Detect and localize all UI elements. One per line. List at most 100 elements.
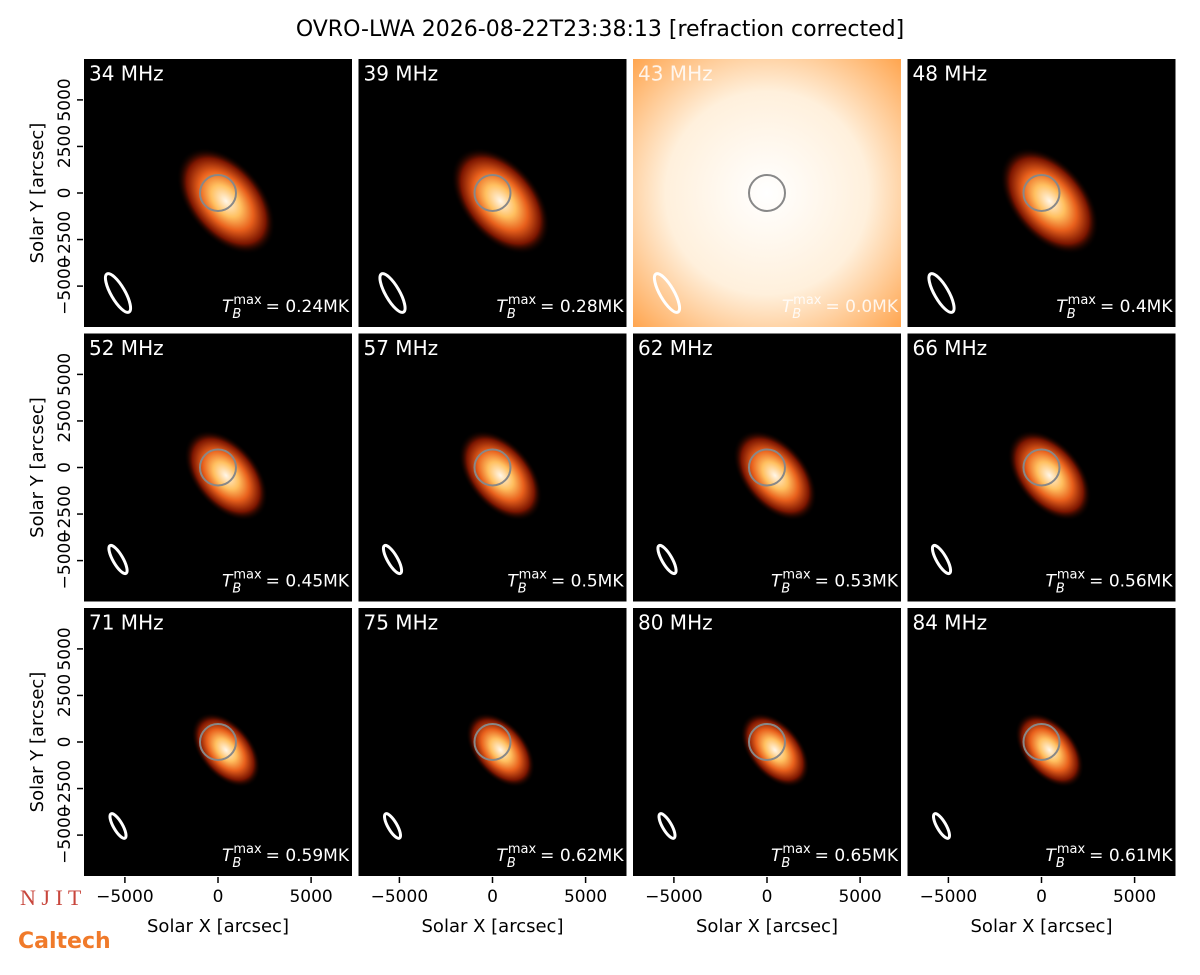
- tmax-symbol-sub: B: [781, 582, 790, 597]
- tmax-symbol-sup: max: [519, 568, 548, 583]
- tmax-symbol-sup: max: [508, 842, 537, 857]
- panel-label: 57 MHz: [364, 336, 439, 360]
- y-tick-label: −2500: [55, 211, 75, 269]
- source-emission: [465, 712, 536, 788]
- solar-disk: [199, 448, 237, 487]
- tmax-symbol: T: [222, 572, 234, 592]
- y-tick-label: 5000: [55, 353, 75, 396]
- panel: 34 MHz TBmax = 0.24MK: [82, 57, 354, 329]
- panel-label: 71 MHz: [89, 611, 164, 635]
- x-tick-label: 0: [487, 887, 498, 907]
- tmax-label: TBmax = 0.53MK: [771, 568, 899, 597]
- solar-disk: [1022, 723, 1061, 761]
- y-axis-label: Solar Y [arcsec]: [27, 397, 48, 538]
- x-axis-label: Solar X [arcsec]: [422, 916, 564, 937]
- tmax-symbol-sup: max: [782, 568, 811, 583]
- solar-disk: [748, 723, 786, 761]
- tmax-label: TBmax = 0.5MK: [507, 568, 624, 597]
- x-tick-label: 5000: [1113, 887, 1156, 907]
- panel-label: 52 MHz: [89, 336, 164, 360]
- source-emission: [451, 147, 550, 255]
- beam: [931, 812, 952, 840]
- tmax-symbol: T: [771, 572, 783, 592]
- beam: [378, 272, 407, 314]
- x-axis-label: Solar X [arcsec]: [696, 916, 838, 937]
- solar-disk: [1022, 448, 1061, 487]
- solar-disk: [473, 723, 512, 761]
- y-tick-label: −5000: [55, 806, 75, 864]
- tmax-symbol: T: [771, 846, 783, 866]
- panel-label: 62 MHz: [638, 336, 713, 360]
- panel-label: 84 MHz: [913, 611, 988, 635]
- tmax-symbol: T: [1046, 572, 1058, 592]
- source-emission: [1000, 147, 1099, 255]
- x-tick-label: 0: [1036, 887, 1047, 907]
- source-emission: [176, 147, 276, 255]
- tmax-symbol-sup: max: [1057, 568, 1086, 583]
- panel-frame: [905, 331, 1178, 604]
- tmax-label: TBmax = 0.28MK: [497, 293, 625, 322]
- tmax-value: = 0.62MK: [540, 846, 624, 866]
- panel: 57 MHz TBmax = 0.5MK: [356, 331, 629, 604]
- panel: 84 MHz TBmax = 0.61MK: [905, 606, 1178, 878]
- tmax-symbol-sub: B: [507, 856, 516, 871]
- tmax-label: TBmax = 0.59MK: [222, 842, 350, 871]
- solar-disk: [199, 174, 237, 212]
- y-tick-label: 5000: [55, 627, 75, 670]
- tmax-symbol-sup: max: [508, 293, 537, 308]
- y-tick-label: −5000: [55, 532, 75, 590]
- panel-frame: [631, 57, 903, 329]
- tmax-symbol: T: [497, 297, 509, 317]
- tmax-symbol-sup: max: [233, 293, 262, 308]
- source-emission: [458, 430, 543, 521]
- beam: [381, 543, 404, 576]
- beam: [657, 812, 677, 840]
- x-tick-label: 5000: [838, 887, 881, 907]
- panel: 80 MHz TBmax = 0.65MK: [631, 606, 903, 878]
- y-tick-label: 2500: [55, 399, 75, 442]
- tmax-label: TBmax = 0.4MK: [1056, 293, 1173, 322]
- tmax-value: = 0.0MK: [826, 297, 899, 317]
- solar-disk: [473, 448, 512, 487]
- panel-label: 75 MHz: [364, 611, 439, 635]
- panel-frame: [905, 57, 1178, 329]
- panel: 48 MHz TBmax = 0.4MK: [905, 57, 1178, 329]
- tmax-label: TBmax = 0.62MK: [497, 842, 625, 871]
- logo-njit: N J I T: [20, 885, 82, 910]
- tmax-label: TBmax = 0.65MK: [771, 842, 899, 871]
- y-tick-label: 2500: [55, 674, 75, 717]
- tmax-symbol-sup: max: [1057, 842, 1086, 857]
- panel-label: 34 MHz: [89, 62, 164, 86]
- beam: [652, 272, 682, 314]
- panel: 62 MHz TBmax = 0.53MK: [631, 331, 903, 604]
- tmax-label: TBmax = 0.0MK: [782, 293, 899, 322]
- panel-label: 66 MHz: [913, 336, 988, 360]
- tmax-symbol-sup: max: [782, 842, 811, 857]
- tmax-value: = 0.65MK: [815, 846, 899, 866]
- source-emission: [733, 430, 817, 521]
- tmax-symbol-sup: max: [233, 842, 262, 857]
- tmax-label: TBmax = 0.24MK: [222, 293, 350, 322]
- tmax-value: = 0.24MK: [266, 297, 350, 317]
- source-emission: [1014, 712, 1085, 788]
- panel-frame: [356, 57, 629, 329]
- tmax-value: = 0.4MK: [1100, 297, 1173, 317]
- panel: 71 MHz TBmax = 0.59MK: [82, 606, 354, 878]
- panel-label: 80 MHz: [638, 611, 713, 635]
- panel-label: 43 MHz: [638, 62, 713, 86]
- source-emission: [191, 712, 261, 788]
- y-tick-label: −5000: [55, 257, 75, 315]
- x-axis-label: Solar X [arcsec]: [147, 916, 289, 937]
- tmax-symbol: T: [222, 297, 234, 317]
- tmax-symbol: T: [222, 846, 234, 866]
- source-emission: [740, 712, 810, 788]
- tmax-value: = 0.59MK: [266, 846, 350, 866]
- panel-frame: [356, 331, 629, 604]
- panel: 39 MHz TBmax = 0.28MK: [356, 57, 629, 329]
- tmax-symbol-sub: B: [1056, 582, 1065, 597]
- x-tick-label: −5000: [371, 887, 429, 907]
- x-tick-label: −5000: [920, 887, 978, 907]
- logo-caltech: Caltech: [18, 929, 111, 954]
- y-tick-label: 2500: [55, 125, 75, 168]
